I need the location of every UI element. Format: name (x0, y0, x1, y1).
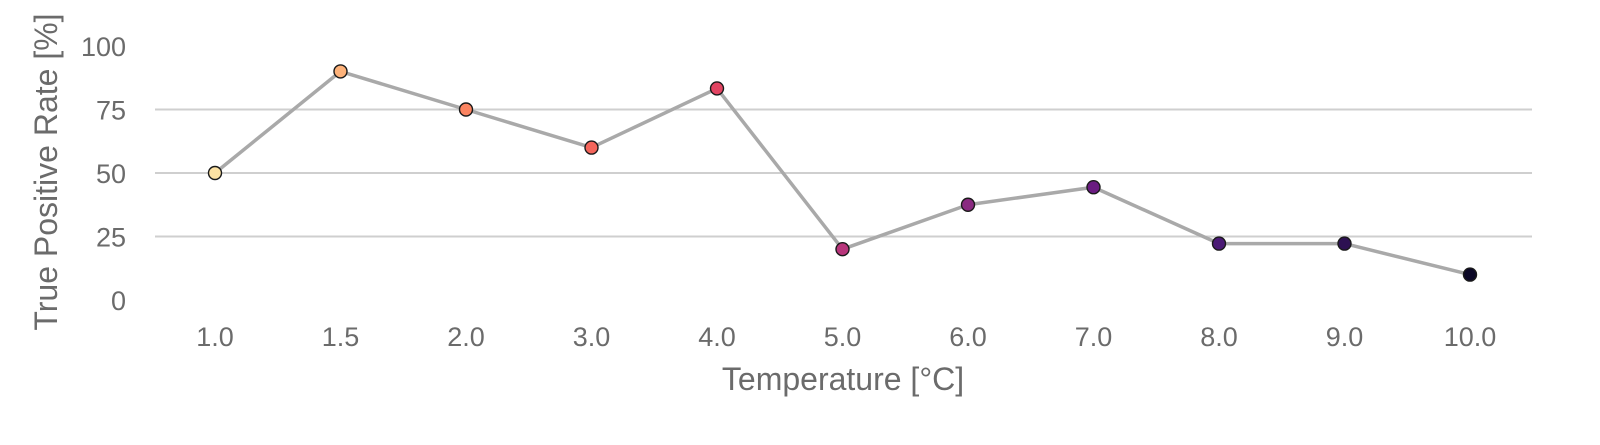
data-point (207, 165, 223, 181)
data-point (1086, 180, 1101, 195)
x-tick-label: 6.0 (949, 322, 987, 352)
x-tick-label: 1.5 (322, 322, 360, 352)
x-tick-label: 7.0 (1075, 322, 1113, 352)
x-tick-label: 1.0 (196, 322, 234, 352)
y-tick-label: 50 (96, 159, 126, 189)
data-point (709, 81, 725, 96)
x-tick-label: 8.0 (1200, 322, 1238, 352)
x-tick-label: 3.0 (573, 322, 611, 352)
x-tick-label: 5.0 (824, 322, 862, 352)
x-axis-ticks: 1.0 1.5 2.0 3.0 4.0 5.0 6.0 7.0 8.0 9.0 10.0 (196, 322, 1496, 352)
x-tick-label: 2.0 (447, 322, 485, 352)
y-tick-label: 100 (81, 32, 126, 62)
data-points (207, 64, 1478, 282)
data-point (333, 64, 348, 79)
data-point (1337, 236, 1352, 251)
x-axis-title: Temperature [°C] (722, 361, 964, 397)
y-axis-title: True Positive Rate [%] (28, 13, 64, 330)
data-point (1211, 236, 1227, 251)
y-tick-label: 75 (96, 96, 126, 126)
y-axis-ticks: 0 25 50 75 100 (81, 32, 126, 316)
x-tick-label: 9.0 (1326, 322, 1364, 352)
x-tick-label: 10.0 (1444, 322, 1497, 352)
x-tick-label: 4.0 (698, 322, 736, 352)
data-point (458, 102, 474, 117)
gridlines (155, 108, 1532, 238)
y-tick-label: 0 (111, 286, 126, 316)
y-tick-label: 25 (96, 223, 126, 253)
data-point (1462, 267, 1478, 282)
data-point (835, 241, 850, 257)
data-point (584, 140, 599, 155)
data-point (960, 197, 976, 212)
